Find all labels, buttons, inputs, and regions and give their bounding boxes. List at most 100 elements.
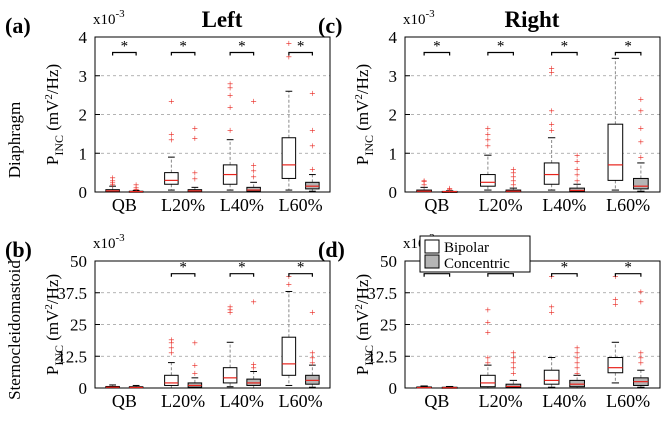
box-bipolar: +++	[607, 271, 624, 384]
outlier-marker: +	[485, 304, 491, 316]
outlier-marker: +	[192, 123, 198, 135]
box-body	[246, 378, 261, 386]
outlier-marker: +	[251, 359, 257, 371]
box-body	[569, 379, 585, 388]
outlier-marker: +	[549, 63, 555, 75]
y-tick-label: 0	[79, 379, 88, 398]
outlier-marker: +	[286, 38, 292, 50]
x-tick-label: QB	[424, 391, 449, 411]
box-bipolar: +++	[164, 96, 179, 191]
box-body	[607, 357, 624, 374]
box-concentric: +++++	[505, 164, 522, 193]
x-tick-label: L60%	[606, 195, 650, 215]
box-body	[305, 374, 320, 385]
y-tick-label: 37.5	[367, 284, 397, 303]
box-bipolar: +++++	[480, 304, 496, 389]
y-axis-label: PINC (mV2/Hz)	[353, 274, 376, 375]
column-title-left: Left	[202, 7, 243, 32]
y-axis-label-unit-tail: /Hz)	[353, 64, 372, 94]
outlier-marker: +	[574, 156, 580, 168]
x-tick-label: L20%	[161, 195, 205, 215]
significance-bracket: *	[551, 39, 578, 56]
y-tick-label: 37.5	[57, 284, 87, 303]
bracket-line	[229, 51, 255, 56]
outlier-marker: +	[227, 102, 233, 114]
significance-star: *	[297, 260, 305, 276]
outlier-marker: +	[549, 125, 555, 137]
outlier-marker: +	[549, 67, 555, 79]
outlier-marker: +	[421, 176, 427, 188]
box-concentric: +++	[187, 337, 203, 389]
box-bipolar: ++++	[164, 335, 179, 389]
outlier-marker: +	[192, 168, 198, 180]
y-axis-label-unit-exp: 2	[43, 304, 55, 310]
significance-bracket: *	[614, 260, 642, 277]
outlier-marker: +	[638, 106, 644, 118]
outlier-marker: +	[574, 164, 580, 176]
row-label-sternocleidomastoid: Sternocleidomastoid	[5, 260, 24, 400]
panel-letter: (c)	[318, 13, 342, 38]
box-concentric: +++++	[633, 286, 649, 388]
outlier-marker: +	[168, 342, 174, 354]
outlier-marker: +	[485, 123, 491, 135]
box-bipolar: +++	[543, 271, 560, 388]
outlier-marker: +	[110, 177, 116, 189]
outlier-marker: +	[612, 271, 618, 283]
y-axis-label-unit-tail: /Hz)	[353, 274, 372, 304]
box-body	[246, 186, 261, 192]
outlier-marker: +	[574, 170, 580, 182]
x-tick-label: L40%	[542, 391, 586, 411]
x-tick-label: L40%	[220, 391, 264, 411]
outlier-marker: +	[638, 286, 644, 298]
outlier-marker: +	[574, 175, 580, 187]
outlier-marker: +	[638, 152, 644, 164]
y-axis-label-unit-tail: /Hz)	[43, 274, 62, 304]
outlier-marker: +	[251, 96, 257, 108]
outlier-marker: +	[574, 358, 580, 370]
outlier-marker: +	[168, 96, 174, 108]
box-bipolar: +++++	[543, 63, 560, 191]
significance-star: *	[624, 260, 632, 276]
significance-star: *	[121, 39, 129, 55]
x-tick-label: L60%	[606, 391, 650, 411]
outlier-marker: +	[549, 271, 555, 283]
outlier-marker: +	[192, 360, 198, 372]
y-axis-label-unit: (mV	[353, 99, 372, 135]
legend-swatch-bipolar	[424, 239, 440, 254]
x-tick-label: L60%	[279, 391, 323, 411]
outlier-marker: +	[309, 125, 315, 137]
outlier-marker: +	[133, 179, 139, 191]
y-tick-label: 4	[79, 28, 88, 47]
bracket-line	[487, 273, 514, 277]
outlier-marker: +	[485, 317, 491, 329]
outlier-marker: +	[309, 164, 315, 176]
y-tick-label: 0	[79, 183, 88, 202]
significance-star: *	[497, 39, 505, 55]
box-body	[569, 187, 585, 192]
bracket-line	[423, 51, 451, 56]
y-tick-label: 3	[79, 67, 88, 86]
outlier-marker: +	[574, 363, 580, 375]
outlier-marker: +	[447, 185, 453, 197]
y-axis-label-unit-exp: 2	[353, 94, 365, 100]
axes-frame	[404, 260, 661, 389]
y-tick-label: 2	[389, 106, 398, 125]
significance-bracket: *	[551, 260, 578, 277]
outlier-marker: +	[510, 358, 516, 370]
bracket-line	[551, 273, 578, 277]
outlier-marker: +	[192, 368, 198, 380]
box-body	[164, 172, 179, 185]
outlier-marker: +	[251, 160, 257, 172]
y-axis-label-sub: INC	[52, 135, 66, 156]
outlier-marker: +	[227, 79, 233, 91]
y-axis-label: PINC (mV2/Hz)	[43, 274, 66, 375]
x-tick-label: QB	[112, 391, 137, 411]
y-axis-label-main: P	[353, 366, 372, 375]
box-body	[505, 383, 522, 388]
outlier-marker: +	[510, 363, 516, 375]
outlier-marker: +	[485, 353, 491, 365]
